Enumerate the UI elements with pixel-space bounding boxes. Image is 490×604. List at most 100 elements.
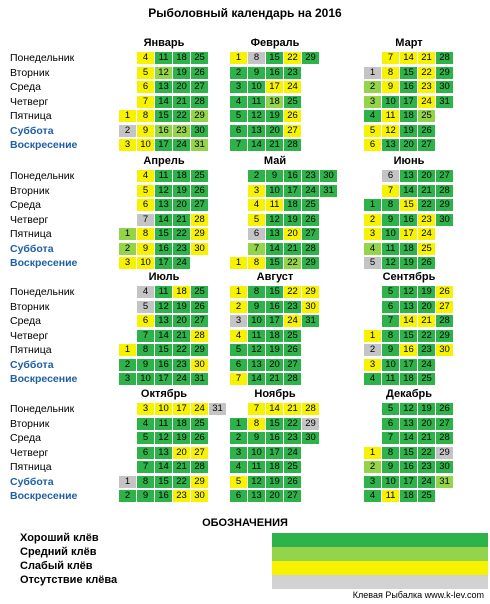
day-cell: 24 [284, 315, 301, 327]
day-cell: 24 [418, 95, 435, 108]
day-cell: 12 [400, 403, 417, 415]
day-cell: 21 [266, 139, 283, 151]
weekday-label: Воскресение [10, 373, 78, 385]
weekday-label: Понедельник [10, 403, 75, 415]
day-cell: 1 [364, 329, 381, 342]
day-cell: 22 [284, 417, 301, 430]
day-cell: 8 [248, 417, 265, 430]
day-cell: 5 [248, 213, 265, 226]
day-cell: 15 [400, 199, 417, 211]
weekday-label: Пятница [10, 344, 52, 356]
weekday-label: Вторник [10, 184, 50, 197]
day-cell: 24 [302, 184, 319, 197]
day-cell: 20 [266, 358, 283, 371]
day-cell: 5 [230, 110, 247, 122]
day-cell: 14 [155, 329, 172, 342]
day-cell: 14 [266, 242, 283, 255]
day-cell: 24 [284, 446, 301, 459]
day-cell: 2 [119, 242, 136, 255]
day-cell: 23 [418, 344, 435, 356]
day-cell: 18 [400, 490, 417, 502]
day-cell: 20 [418, 170, 435, 182]
day-cell: 16 [266, 300, 283, 313]
day-cell: 28 [191, 95, 208, 108]
day-cell: 30 [320, 170, 337, 182]
day-cell: 5 [364, 124, 381, 137]
legend-label: Слабый клёв [20, 560, 93, 572]
day-cell: 14 [400, 184, 417, 197]
day-cell: 30 [191, 124, 208, 137]
weekday-label: Среда [10, 199, 41, 211]
day-cell: 10 [248, 81, 265, 93]
day-cell: 17 [266, 446, 283, 459]
day-cell: 29 [191, 110, 208, 122]
day-cell: 21 [418, 184, 435, 197]
day-cell: 31 [191, 373, 208, 385]
day-cell: 31 [436, 475, 453, 488]
day-cell: 6 [382, 417, 399, 430]
day-cell: 18 [266, 329, 283, 342]
day-cell: 18 [400, 373, 417, 385]
day-cell: 7 [382, 315, 399, 327]
weekday-label: Вторник [10, 66, 50, 79]
day-cell: 5 [137, 66, 154, 79]
day-cell: 8 [248, 286, 265, 298]
day-cell: 16 [155, 242, 172, 255]
day-cell: 26 [418, 124, 435, 137]
day-cell: 19 [400, 124, 417, 137]
day-cell: 17 [400, 95, 417, 108]
day-cell: 12 [248, 344, 265, 356]
day-cell: 6 [248, 228, 265, 240]
day-cell: 19 [418, 286, 435, 298]
day-cell: 25 [418, 373, 435, 385]
month-name: Май [263, 155, 287, 167]
day-cell: 20 [418, 300, 435, 313]
day-cell: 14 [155, 95, 172, 108]
day-cell: 14 [400, 315, 417, 327]
day-cell: 24 [173, 257, 190, 269]
day-cell: 26 [191, 184, 208, 197]
day-cell: 8 [248, 257, 265, 269]
day-cell: 24 [284, 81, 301, 93]
month-name: Июнь [393, 155, 425, 167]
day-cell: 20 [173, 81, 190, 93]
day-cell: 10 [137, 257, 154, 269]
day-cell: 25 [284, 95, 301, 108]
day-cell: 22 [418, 329, 435, 342]
day-cell: 8 [137, 475, 154, 488]
footer-credit: Клевая Рыбалка www.k-lev.com [352, 590, 484, 600]
day-cell: 16 [155, 358, 172, 371]
day-cell: 10 [382, 475, 399, 488]
weekday-label: Пятница [10, 228, 52, 240]
day-cell: 4 [364, 110, 381, 122]
day-cell: 25 [191, 417, 208, 430]
day-cell: 19 [173, 432, 190, 444]
day-cell: 15 [400, 66, 417, 79]
month-name: Декабрь [386, 388, 432, 400]
day-cell: 21 [173, 213, 190, 226]
day-cell: 7 [382, 52, 399, 64]
day-cell: 8 [382, 66, 399, 79]
day-cell: 9 [382, 81, 399, 93]
day-cell: 15 [266, 417, 283, 430]
weekday-label: Четверг [10, 213, 49, 226]
day-cell: 23 [173, 358, 190, 371]
day-cell: 25 [284, 329, 301, 342]
day-cell: 9 [248, 432, 265, 444]
month-name: Март [395, 37, 423, 49]
day-cell: 22 [173, 228, 190, 240]
day-cell: 14 [155, 461, 172, 473]
day-cell: 16 [266, 432, 283, 444]
day-cell: 27 [284, 124, 301, 137]
day-cell: 23 [173, 124, 190, 137]
day-cell: 21 [173, 329, 190, 342]
day-cell: 8 [382, 446, 399, 459]
day-cell: 18 [173, 170, 190, 182]
day-cell: 5 [137, 184, 154, 197]
day-cell: 9 [382, 344, 399, 356]
month-name: Август [256, 271, 294, 283]
day-cell: 11 [382, 490, 399, 502]
day-cell: 18 [284, 199, 301, 211]
day-cell: 9 [248, 300, 265, 313]
day-cell: 13 [248, 124, 265, 137]
